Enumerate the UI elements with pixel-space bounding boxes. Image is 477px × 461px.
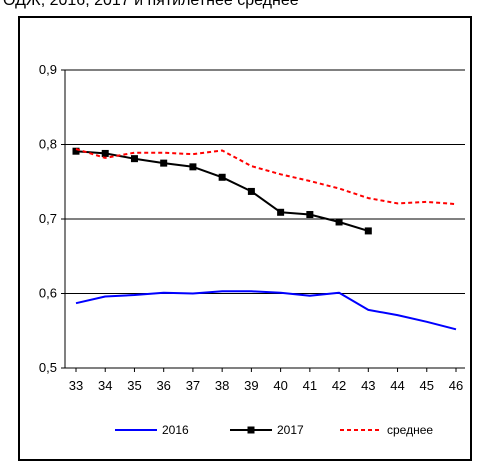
x-tick-label: 41 bbox=[303, 378, 317, 393]
series-point-2017 bbox=[364, 227, 372, 235]
x-tick-label: 37 bbox=[186, 378, 200, 393]
x-tick-label: 42 bbox=[332, 378, 346, 393]
x-tick-label: 43 bbox=[361, 378, 375, 393]
x-tick-label: 46 bbox=[449, 378, 463, 393]
x-tick-label: 44 bbox=[390, 378, 404, 393]
y-tick-label: 0,9 bbox=[39, 62, 57, 77]
series-point-2017 bbox=[277, 208, 285, 216]
series-point-2017 bbox=[189, 163, 197, 171]
tick-labels: 0,5 0,6 0,7 0,8 0,9 33 34 35 36 37 38 39 40 41 42 43 44 4… bbox=[39, 62, 463, 393]
series-line-среднее bbox=[75, 148, 457, 206]
x-tick-label: 34 bbox=[98, 378, 112, 393]
series-point-2017 bbox=[306, 211, 314, 219]
y-tick-label: 0,7 bbox=[39, 211, 57, 226]
grid-lines bbox=[65, 69, 465, 294]
legend-label-среднее: среднее bbox=[387, 423, 433, 437]
x-tick-label: 40 bbox=[273, 378, 287, 393]
y-tick-label: 0,6 bbox=[39, 286, 57, 301]
legend: 2016 2017 среднее bbox=[115, 423, 433, 437]
x-tick-label: 38 bbox=[215, 378, 229, 393]
data-series bbox=[72, 147, 457, 331]
series-point-2017 bbox=[247, 187, 255, 195]
x-tick-label: 36 bbox=[156, 378, 170, 393]
x-tick-label: 35 bbox=[127, 378, 141, 393]
y-tick-label: 0,5 bbox=[39, 360, 57, 375]
series-point-2017 bbox=[101, 149, 109, 157]
chart-frame: 0,5 0,6 0,7 0,8 0,9 33 34 35 36 37 38 39 40 41 42 43 44 4… bbox=[18, 16, 472, 461]
x-tick-label: 45 bbox=[420, 378, 434, 393]
x-tick-label: 33 bbox=[69, 378, 83, 393]
y-tick-label: 0,8 bbox=[39, 137, 57, 152]
series-point-2017 bbox=[160, 159, 168, 167]
x-tick-label: 39 bbox=[244, 378, 258, 393]
legend-marker-2017 bbox=[247, 426, 255, 434]
legend-label-2017: 2017 bbox=[277, 423, 304, 437]
series-point-2017 bbox=[218, 173, 226, 181]
series-line-2016 bbox=[75, 290, 457, 331]
series-point-2017 bbox=[335, 218, 343, 226]
series-point-2017 bbox=[72, 147, 80, 155]
chart-caption: ОДЖ, 2016, 2017 и пятилетнее среднее bbox=[3, 0, 299, 9]
legend-label-2016: 2016 bbox=[162, 423, 189, 437]
axes bbox=[61, 69, 465, 372]
series-point-2017 bbox=[130, 155, 138, 163]
line-chart: 0,5 0,6 0,7 0,8 0,9 33 34 35 36 37 38 39 40 41 42 43 44 4… bbox=[39, 62, 465, 437]
